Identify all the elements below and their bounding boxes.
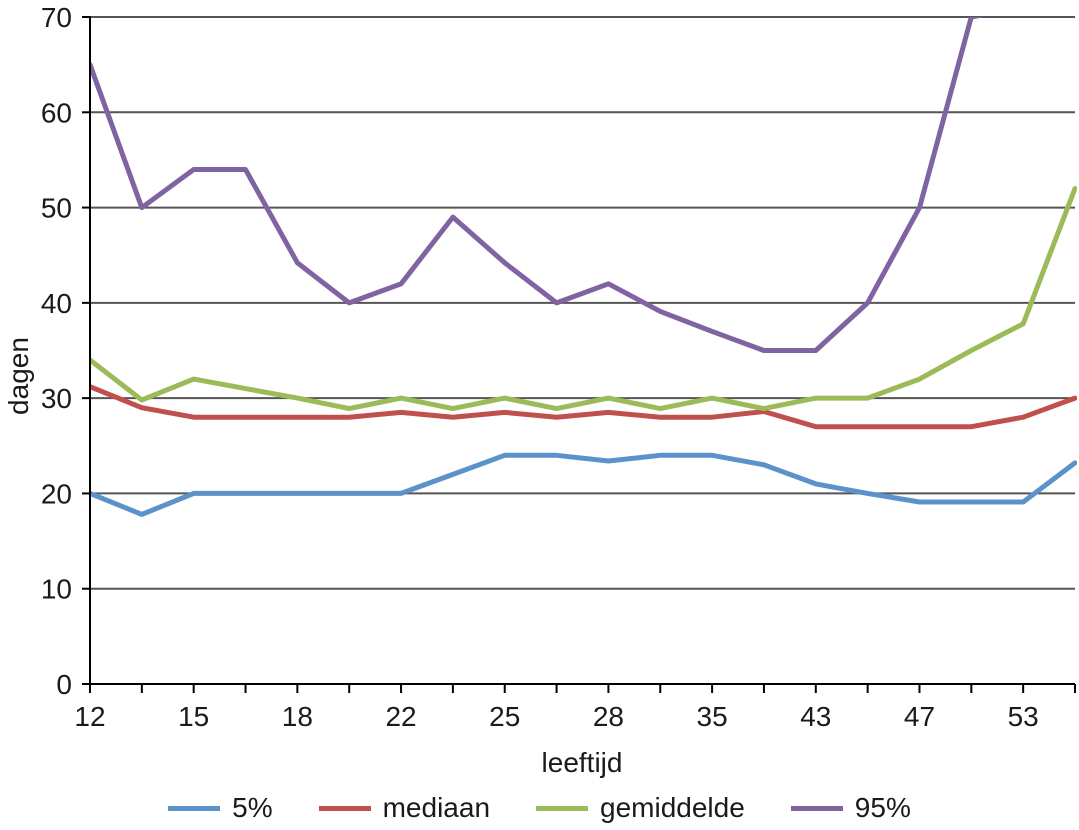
legend-label: mediaan bbox=[382, 792, 491, 823]
y-tick-labels: 0 10 20 30 40 50 60 70 bbox=[41, 2, 72, 700]
series-line-mediaan bbox=[90, 384, 1077, 430]
legend-swatch bbox=[318, 805, 371, 811]
x-tick-label: 43 bbox=[800, 701, 831, 732]
legend-item: mediaan bbox=[318, 792, 491, 824]
line-chart: 0 10 20 30 40 50 60 70 12 15 18 22 25 28 35 43 47 53 dag… bbox=[3, 2, 1077, 778]
series-line-5pct bbox=[90, 452, 1077, 517]
legend-label: 5% bbox=[232, 792, 273, 823]
x-tick-label: 28 bbox=[593, 701, 624, 732]
legend-swatch bbox=[168, 805, 221, 811]
y-axis-title: dagen bbox=[3, 337, 34, 415]
legend-item: gemiddelde bbox=[536, 792, 745, 824]
x-tick-label: 53 bbox=[1008, 701, 1039, 732]
y-tick-label: 30 bbox=[41, 383, 72, 414]
y-tick-label: 70 bbox=[41, 2, 72, 33]
x-tick-label: 22 bbox=[385, 701, 416, 732]
legend: 5% mediaan gemiddelde 95% bbox=[0, 786, 1079, 830]
y-tick-label: 60 bbox=[41, 97, 72, 128]
x-tick-label: 15 bbox=[178, 701, 209, 732]
y-tick-label: 50 bbox=[41, 193, 72, 224]
axes bbox=[82, 16, 1076, 693]
legend-swatch bbox=[536, 805, 589, 811]
x-tick-label: 12 bbox=[74, 701, 105, 732]
legend-label: 95% bbox=[854, 792, 911, 823]
series-lines bbox=[90, 17, 1077, 517]
y-tick-label: 0 bbox=[56, 669, 72, 700]
legend-swatch bbox=[790, 805, 843, 811]
x-tick-label: 47 bbox=[904, 701, 935, 732]
x-tick-label: 25 bbox=[489, 701, 520, 732]
x-tick-label: 35 bbox=[697, 701, 728, 732]
legend-item: 95% bbox=[790, 792, 911, 824]
y-tick-label: 20 bbox=[41, 478, 72, 509]
series-line-gemiddelde bbox=[90, 186, 1077, 412]
series-line-95pct bbox=[90, 17, 986, 353]
x-tick-label: 18 bbox=[282, 701, 313, 732]
legend-item: 5% bbox=[168, 792, 273, 824]
x-tick-labels: 12 15 18 22 25 28 35 43 47 53 bbox=[74, 701, 1038, 732]
y-tick-label: 40 bbox=[41, 288, 72, 319]
x-axis-title: leeftijd bbox=[542, 747, 623, 778]
y-tick-label: 10 bbox=[41, 574, 72, 605]
legend-label: gemiddelde bbox=[600, 792, 745, 823]
